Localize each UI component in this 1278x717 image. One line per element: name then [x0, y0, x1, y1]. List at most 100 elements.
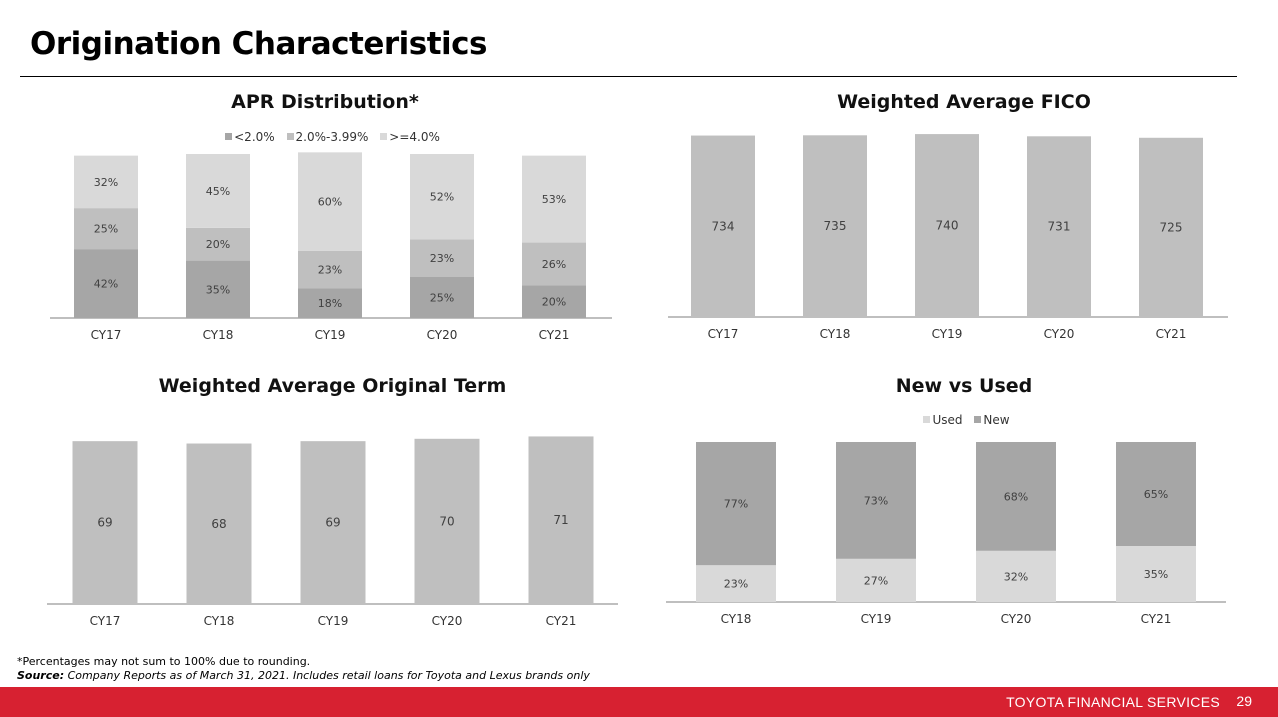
bar-segment	[410, 154, 474, 240]
source-text: Company Reports as of March 31, 2021. In…	[64, 669, 590, 682]
source-note: Source: Company Reports as of March 31, …	[17, 669, 590, 682]
legend-item: Used	[923, 413, 963, 427]
legend-item: <2.0%	[225, 130, 275, 144]
data-label: 26%	[542, 258, 566, 271]
data-label: 65%	[1144, 488, 1168, 501]
x-tick-label: CY18	[204, 614, 235, 628]
new-vs-used-chart: New vs Used Used New CY18 CY19 CY20 CY21 23%…	[640, 372, 1278, 642]
data-label: 42%	[94, 278, 118, 291]
bar-segment	[1116, 442, 1196, 546]
data-label: 23%	[724, 578, 748, 591]
bar	[691, 135, 755, 317]
data-label: 734	[712, 219, 735, 233]
bar-segment	[74, 208, 138, 250]
data-label: 45%	[206, 185, 230, 198]
x-tick-label: CY18	[721, 612, 752, 626]
original-term-plot: CY17 CY18 CY19 CY20 CY21 69 68 69 70 71	[47, 436, 618, 628]
data-label: 25%	[94, 223, 118, 236]
bar-segment	[74, 249, 138, 318]
new-vs-used-plot: CY18 CY19 CY20 CY21 23% 77% 27% 73% 32% 68% 35% 65%	[666, 442, 1226, 626]
bar-segment	[298, 250, 362, 289]
bar-segment	[696, 565, 776, 602]
title-divider	[20, 76, 1237, 77]
data-label: 735	[824, 219, 847, 233]
data-label: 23%	[318, 264, 342, 277]
footer-bar: TOYOTA FINANCIAL SERVICES 29	[0, 687, 1278, 717]
data-label: 69	[325, 516, 340, 530]
bar-segment	[836, 558, 916, 602]
legend-swatch	[974, 416, 982, 423]
chart-title: New vs Used	[895, 375, 1033, 397]
bar-segment	[696, 442, 776, 566]
data-label: 35%	[1144, 568, 1168, 581]
data-label: 32%	[94, 176, 118, 189]
bar	[72, 441, 138, 604]
x-tick-label: CY17	[708, 327, 739, 341]
source-label: Source:	[17, 669, 65, 682]
data-label: 77%	[724, 498, 748, 511]
legend-label: >=4.0%	[389, 130, 440, 144]
x-tick-label: CY18	[820, 327, 851, 341]
x-tick-label: CY20	[432, 614, 463, 628]
data-label: 18%	[318, 297, 342, 310]
data-label: 725	[1160, 220, 1183, 234]
legend-swatch	[225, 133, 233, 140]
footer-brand: TOYOTA FINANCIAL SERVICES	[1006, 694, 1220, 710]
x-tick-label: CY19	[318, 614, 349, 628]
bar	[300, 441, 366, 604]
x-tick-label: CY18	[203, 328, 234, 342]
data-label: 731	[1048, 220, 1071, 234]
data-label: 73%	[864, 494, 888, 507]
bar-segment	[522, 285, 586, 318]
x-tick-label: CY17	[91, 328, 122, 342]
data-label: 52%	[430, 191, 454, 204]
data-label: 20%	[542, 296, 566, 309]
legend-swatch	[380, 133, 388, 140]
legend-label: 2.0%-3.99%	[295, 130, 369, 144]
data-label: 35%	[206, 283, 230, 296]
apr-distribution-chart: APR Distribution* <2.0% 2.0%-3.99% >=4.0…	[0, 88, 640, 358]
data-label: 27%	[864, 574, 888, 587]
data-label: 23%	[430, 252, 454, 265]
legend-item: 2.0%-3.99%	[286, 130, 369, 144]
bar	[1027, 136, 1091, 317]
data-label: 20%	[206, 238, 230, 251]
bar-segment	[976, 550, 1056, 602]
data-label: 68	[211, 517, 226, 531]
legend-label: New	[983, 413, 1010, 427]
fico-chart: Weighted Average FICO CY17 CY18 CY19 CY20 CY…	[640, 88, 1278, 358]
data-label: 69	[97, 516, 112, 530]
bar	[803, 135, 867, 317]
x-tick-label: CY21	[546, 614, 577, 628]
data-label: 60%	[318, 196, 342, 209]
fico-plot: CY17 CY18 CY19 CY20 CY21 734 735 740 731 725	[668, 134, 1228, 341]
data-label: 32%	[1004, 570, 1028, 583]
bar-segment	[410, 239, 474, 277]
x-tick-label: CY20	[427, 328, 458, 342]
legend-item: >=4.0%	[380, 130, 440, 144]
x-tick-label: CY19	[315, 328, 346, 342]
legend-swatch	[286, 133, 294, 140]
bar-segment	[298, 288, 362, 318]
x-tick-label: CY21	[539, 328, 570, 342]
chart-title: APR Distribution*	[231, 91, 419, 113]
legend-label: <2.0%	[234, 130, 275, 144]
bar	[528, 436, 594, 604]
bar	[414, 438, 480, 604]
chart-title: Weighted Average FICO	[837, 91, 1091, 113]
bar-segment	[186, 227, 250, 261]
page-title: Origination Characteristics	[30, 26, 487, 62]
bar-segment	[74, 155, 138, 209]
x-tick-label: CY19	[932, 327, 963, 341]
bar-segment	[410, 277, 474, 318]
data-label: 70	[439, 514, 454, 528]
x-tick-label: CY19	[861, 612, 892, 626]
x-tick-label: CY21	[1141, 612, 1172, 626]
data-label: 25%	[430, 292, 454, 305]
bar-segment	[522, 155, 586, 243]
chart-legend: Used New	[655, 413, 1278, 427]
bar	[186, 443, 252, 604]
x-tick-label: CY21	[1156, 327, 1187, 341]
bar	[915, 134, 979, 317]
x-tick-label: CY20	[1044, 327, 1075, 341]
